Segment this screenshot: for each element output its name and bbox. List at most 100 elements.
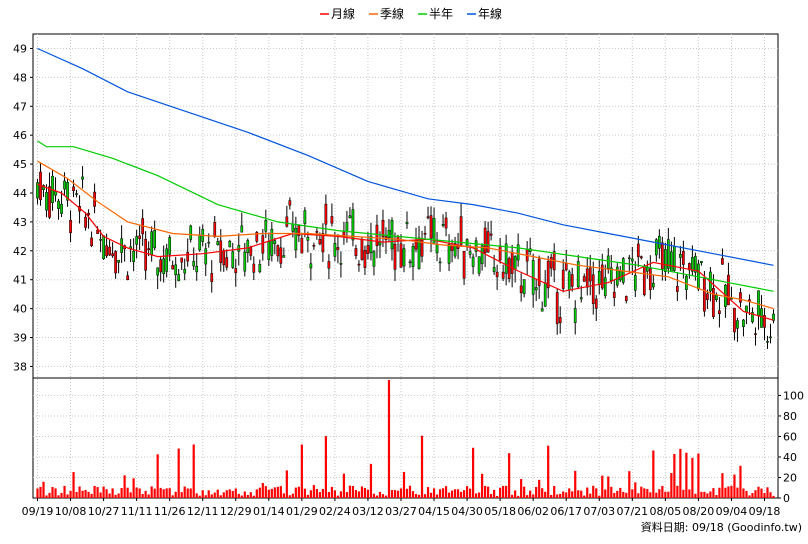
x-tick-label: 08/20	[683, 505, 715, 518]
candle	[339, 251, 343, 278]
candle	[438, 257, 442, 272]
candle-body	[715, 295, 718, 301]
candle	[459, 202, 463, 247]
volume-bar	[721, 473, 724, 498]
candle-body	[456, 246, 460, 249]
volume-bar	[111, 488, 114, 498]
legend-item: 年線	[467, 6, 502, 21]
volume-bar	[372, 493, 376, 498]
candle-body	[363, 250, 367, 268]
candle	[477, 256, 481, 277]
candle	[636, 235, 640, 267]
candle	[60, 190, 63, 218]
candle-body	[375, 224, 379, 246]
candle	[240, 212, 244, 233]
volume-bar	[577, 490, 580, 498]
volume-bar	[195, 493, 198, 498]
volume-y-tick-label: 100	[783, 389, 804, 402]
candle-body	[336, 247, 340, 250]
candle-body	[174, 264, 178, 275]
candle	[570, 267, 574, 292]
volume-bar	[180, 492, 183, 498]
volume-bar	[625, 492, 628, 498]
volume-bar	[165, 488, 168, 498]
volume-bar	[330, 486, 334, 498]
candle-body	[516, 244, 520, 261]
candle-body	[195, 266, 199, 273]
candle-body	[609, 267, 613, 281]
candle	[81, 166, 84, 189]
candle	[348, 207, 352, 219]
candle-body	[108, 246, 111, 256]
candle	[501, 264, 505, 282]
volume-bar	[628, 471, 631, 498]
candle	[688, 262, 691, 279]
candle	[273, 237, 277, 255]
volume-bar	[423, 494, 427, 498]
volume-bar	[637, 493, 640, 498]
candle	[351, 202, 355, 247]
candle	[204, 243, 208, 277]
candle-body	[772, 313, 775, 321]
candle-body	[90, 237, 93, 247]
x-tick-label: 01/14	[253, 505, 285, 518]
volume-bar	[685, 452, 688, 498]
volume-bar	[183, 486, 186, 498]
volume-bar	[219, 495, 222, 498]
volume-y-tick-label: 80	[783, 410, 797, 423]
candle-body	[766, 341, 769, 343]
candle	[216, 237, 220, 246]
candle-body	[204, 248, 208, 265]
candle-body	[357, 263, 361, 266]
candle	[234, 258, 238, 287]
candle	[495, 264, 499, 290]
volume-y-tick-label: 20	[783, 471, 797, 484]
volume-bar	[676, 485, 679, 498]
candle-body	[66, 182, 69, 201]
volume-bar	[129, 492, 132, 498]
candle-body	[700, 261, 703, 264]
volume-bar	[267, 489, 270, 498]
x-tick-label: 04/15	[418, 505, 450, 518]
volume-bar	[138, 488, 141, 498]
candle-body	[591, 274, 595, 304]
candle	[558, 306, 562, 334]
x-tick-label: 11/26	[154, 505, 186, 518]
candle	[667, 227, 670, 274]
volume-bar	[538, 479, 541, 498]
volume-bar	[456, 489, 460, 498]
candle-body	[627, 257, 631, 260]
volume-bar	[336, 495, 340, 498]
candle-body	[411, 246, 415, 267]
volume-bar	[303, 488, 306, 498]
candle-body	[258, 264, 262, 273]
volume-bar	[649, 492, 652, 498]
candle	[195, 252, 199, 281]
price-plot-frame	[32, 33, 779, 379]
candle	[588, 254, 592, 296]
candle-body	[582, 276, 586, 282]
candle-body	[745, 305, 748, 313]
volume-y-tick-label: 40	[783, 451, 797, 464]
volume-y-tick-label: 0	[783, 492, 790, 505]
volume-bar	[198, 495, 201, 498]
volume-bar	[550, 494, 553, 498]
x-tick-label: 10/27	[88, 505, 120, 518]
candle-body	[225, 257, 229, 268]
volume-bar	[357, 491, 361, 498]
volume-bar	[511, 494, 514, 498]
x-tick-label: 03/12	[352, 505, 384, 518]
volume-bar	[435, 494, 439, 498]
candle	[423, 225, 427, 240]
candle	[372, 249, 376, 276]
volume-bar	[120, 487, 123, 498]
volume-bar	[387, 380, 391, 498]
candle-body	[48, 186, 51, 218]
volume-bar	[441, 488, 445, 498]
candle	[366, 231, 370, 260]
candle-body	[426, 216, 430, 219]
candle-body	[126, 275, 129, 281]
candle	[327, 254, 331, 280]
candle	[615, 263, 619, 288]
